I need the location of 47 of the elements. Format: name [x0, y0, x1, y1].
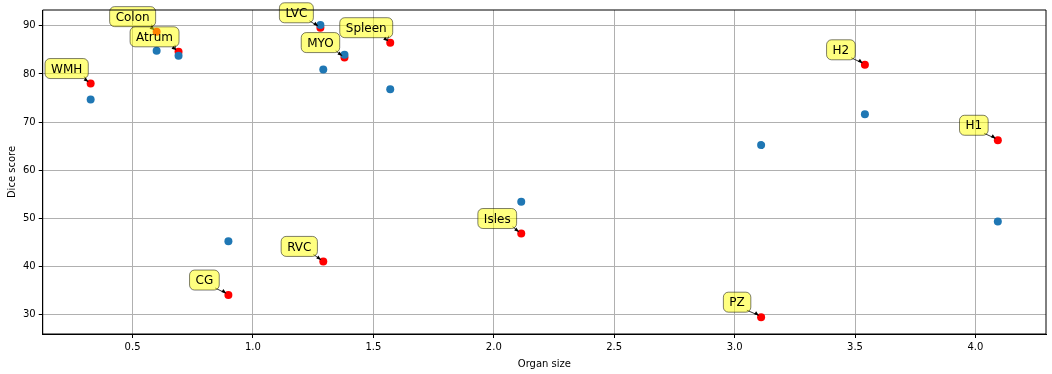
x-tick-label: 1.0: [245, 340, 261, 352]
annotation: MYO: [307, 35, 334, 50]
point: [517, 229, 526, 238]
x-tick-label: 2.5: [606, 340, 623, 352]
y-axis-title: Dice score: [5, 145, 17, 199]
point: [152, 46, 161, 55]
annotation: WMH: [51, 61, 83, 76]
y-tick-label: 50: [22, 211, 36, 223]
point: [517, 197, 526, 206]
x-tick-label: 4.0: [967, 340, 984, 352]
y-tick-label: 90: [22, 19, 36, 31]
annotation: CG: [195, 273, 214, 288]
point: [386, 85, 395, 94]
point: [224, 237, 233, 246]
annotation: H1: [965, 118, 983, 133]
annotation: RVC: [287, 239, 312, 254]
annotation: Isles: [483, 211, 511, 226]
point: [993, 217, 1002, 226]
annotation: PZ: [729, 295, 745, 310]
x-axis-title: Organ size: [517, 357, 571, 369]
y-tick-label: 80: [22, 67, 36, 79]
point: [174, 51, 183, 60]
annotation: H2: [832, 42, 850, 57]
annotation: LVC: [285, 5, 308, 20]
x-tick-label: 3.5: [847, 340, 863, 352]
point: [860, 110, 869, 119]
y-tick-label: 70: [22, 115, 36, 127]
y-tick-label: 40: [22, 259, 36, 271]
y-tick-label: 60: [22, 163, 36, 175]
x-tick-label: 2.0: [485, 340, 502, 352]
annotation: Colon: [115, 9, 150, 24]
y-tick-label: 30: [22, 307, 36, 319]
point: [319, 65, 328, 74]
point: [319, 257, 328, 266]
point: [386, 38, 395, 47]
point: [993, 136, 1002, 145]
x-tick-label: 0.5: [124, 340, 141, 352]
x-tick-label: 1.5: [365, 340, 382, 352]
point: [860, 60, 869, 69]
point: [86, 95, 95, 104]
annotation: Spleen: [345, 20, 387, 35]
point: [757, 313, 766, 322]
x-tick-label: 3.0: [726, 340, 743, 352]
point: [757, 141, 766, 150]
annotation: Atrum: [136, 29, 174, 44]
point: [86, 79, 95, 88]
point: [224, 291, 233, 300]
